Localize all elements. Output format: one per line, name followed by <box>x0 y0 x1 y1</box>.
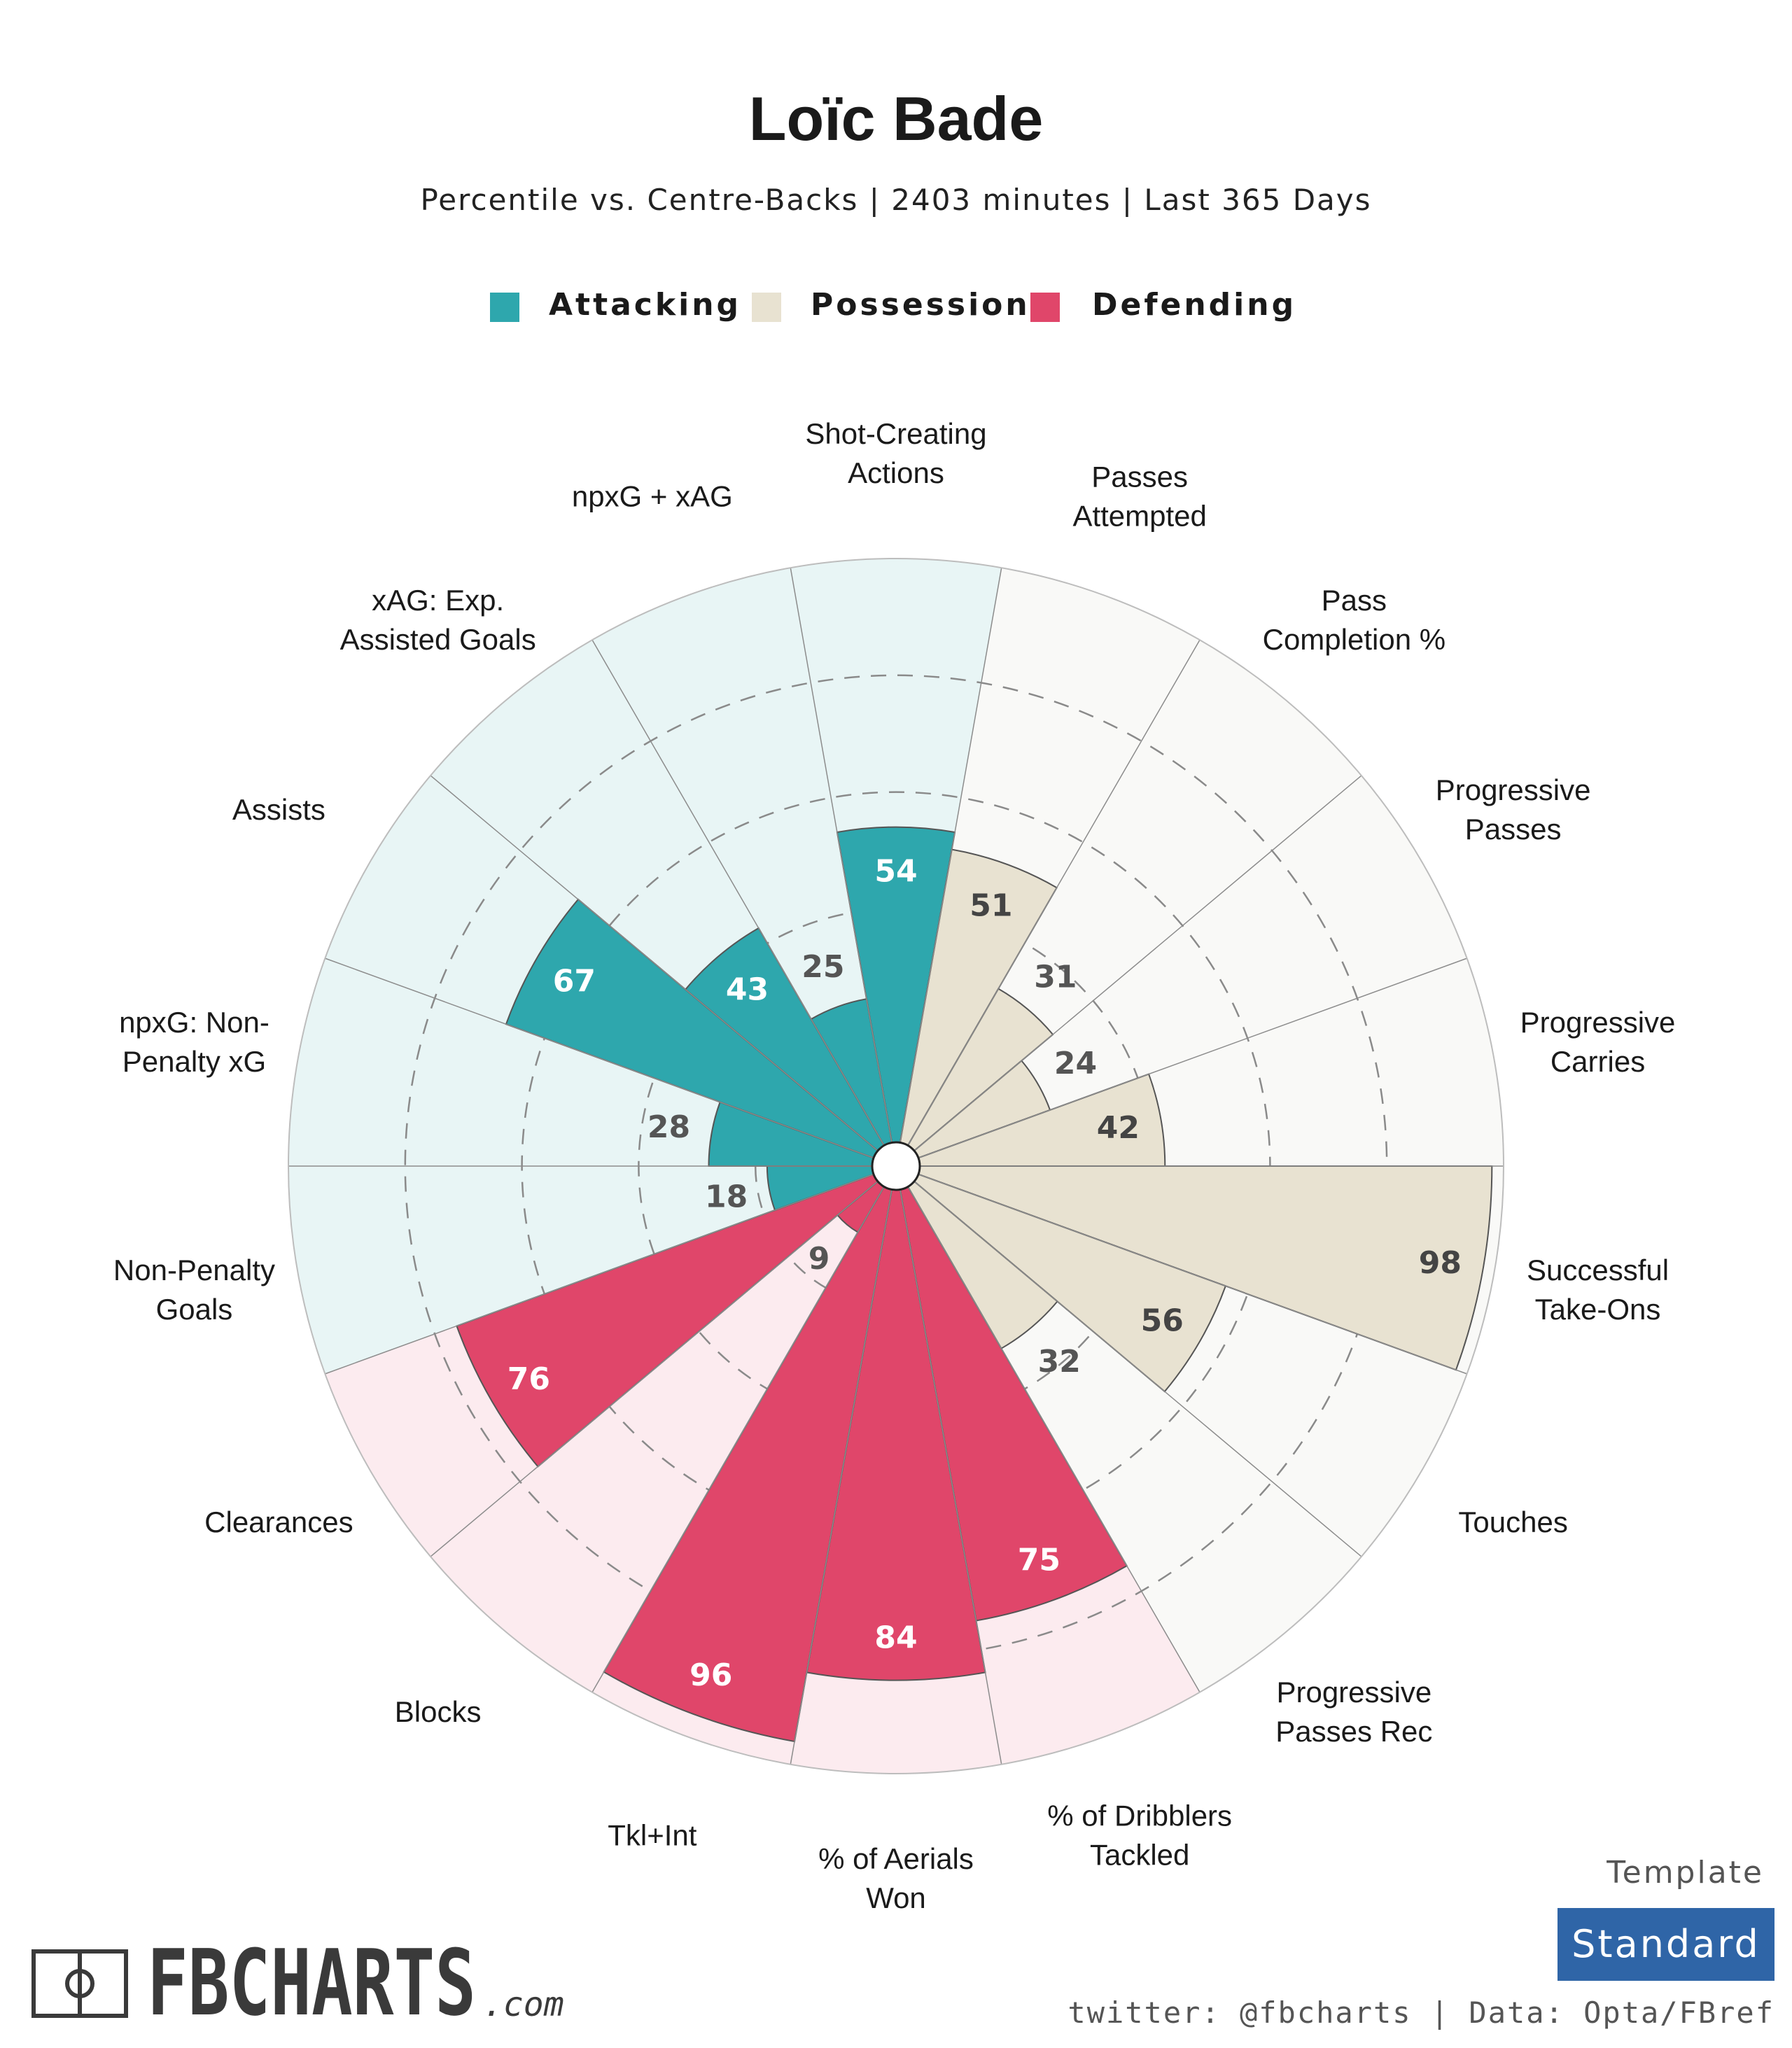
category-label: Assists <box>232 793 326 826</box>
category-label: Shot-Creating Actions <box>805 417 986 489</box>
category-label: % of Dribblers Tackled <box>1047 1800 1232 1872</box>
category-labels: Shot-Creating Actions Passes Attempted Pass C… <box>113 417 1676 1914</box>
brand-name: FBCHARTS <box>147 1930 476 2036</box>
value-label: 84 <box>874 1620 917 1656</box>
chart-subtitle: Percentile vs. Centre-Backs | 2403 minut… <box>420 183 1371 217</box>
spoke <box>430 1181 878 1557</box>
value-label: 32 <box>1038 1344 1081 1380</box>
value-label: 51 <box>969 888 1012 924</box>
spoke <box>325 1173 874 1375</box>
spoke <box>790 1189 892 1765</box>
category-label: Progressive Carries <box>1520 1006 1676 1078</box>
value-label: 98 <box>1419 1245 1462 1281</box>
value-label: 96 <box>690 1657 732 1693</box>
template-badge <box>1558 1908 1774 1981</box>
spoke <box>918 958 1467 1159</box>
spoke <box>913 1181 1362 1557</box>
value-label: 31 <box>1034 959 1077 995</box>
category-label: xAG: Exp. Assisted Goals <box>340 584 536 656</box>
category-label: Pass Completion % <box>1263 584 1446 656</box>
data-bars <box>456 826 1493 1743</box>
outer-ring <box>288 558 1504 1774</box>
value-label: 18 <box>705 1179 748 1215</box>
spoke <box>592 639 885 1146</box>
value-label: 25 <box>802 949 844 985</box>
footer-credit: twitter: @fbcharts | Data: Opta/FBref <box>1068 1996 1774 2030</box>
value-label: 24 <box>1054 1046 1097 1081</box>
spoke <box>907 639 1200 1146</box>
spoke <box>430 775 878 1151</box>
value-label: 76 <box>507 1361 550 1397</box>
legend: Attacking Possession Defending <box>490 287 1296 323</box>
background-wedge <box>592 568 892 1146</box>
spoke <box>907 1186 1200 1693</box>
category-label: Blocks <box>395 1695 482 1728</box>
value-label: 75 <box>1018 1542 1060 1578</box>
spoke <box>918 1173 1467 1375</box>
value-label: 54 <box>874 854 917 890</box>
category-label: Tkl+Int <box>608 1819 697 1852</box>
template-value: Standard <box>1572 1922 1760 1966</box>
category-label: npxG + xAG <box>572 479 733 512</box>
legend-label-attacking: Attacking <box>549 287 741 323</box>
legend-swatch-attacking <box>490 293 519 322</box>
spoke <box>899 1189 1002 1765</box>
value-label: 43 <box>726 972 769 1008</box>
spoke <box>592 1186 885 1693</box>
brand-logo: FBCHARTS .com <box>31 1930 564 2036</box>
category-label: Passes Attempted <box>1072 460 1206 532</box>
spoke <box>913 775 1362 1151</box>
legend-swatch-possession <box>752 293 781 322</box>
spoke <box>790 568 892 1143</box>
category-label: npxG: Non-Penalty xG <box>119 1006 270 1078</box>
spoke <box>325 958 874 1159</box>
spokes <box>288 568 1504 1765</box>
background-wedge <box>914 776 1467 1158</box>
legend-swatch-defending <box>1030 293 1060 322</box>
category-label: % of Aerials Won <box>818 1842 974 1914</box>
outer-ring <box>288 558 1504 1774</box>
value-label: 9 <box>808 1241 830 1277</box>
spoke <box>899 568 1002 1143</box>
category-label: Non-Penalty Goals <box>113 1254 275 1326</box>
category-label: Successful Take-Ons <box>1527 1254 1669 1326</box>
legend-label-defending: Defending <box>1092 287 1296 323</box>
background-wedge <box>430 1181 884 1692</box>
value-label: 67 <box>553 964 596 1000</box>
value-label: 28 <box>648 1109 690 1145</box>
center-hole <box>871 1141 921 1191</box>
template-label: Template <box>1606 1855 1764 1891</box>
category-label: Progressive Passes Rec <box>1275 1676 1432 1748</box>
legend-label-possession: Possession <box>811 287 1030 323</box>
background-wedge <box>288 1166 874 1374</box>
brand-suffix: .com <box>483 1985 564 2024</box>
value-label: 56 <box>1141 1303 1184 1339</box>
value-label: 42 <box>1097 1110 1140 1146</box>
chart-title: Loïc Bade <box>749 84 1044 153</box>
category-label: Progressive Passes <box>1436 773 1591 846</box>
category-label: Clearances <box>204 1506 353 1538</box>
category-label: Touches <box>1458 1506 1567 1538</box>
